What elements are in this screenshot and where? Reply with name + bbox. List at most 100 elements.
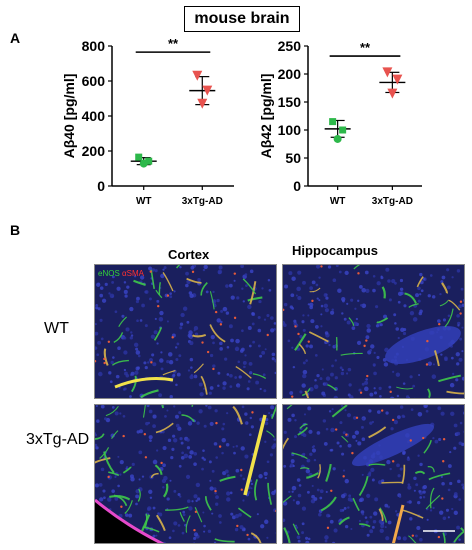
nucleus xyxy=(292,499,295,502)
nucleus xyxy=(409,517,413,521)
nucleus xyxy=(387,520,392,525)
vessel xyxy=(434,350,440,367)
nucleus xyxy=(461,376,464,381)
nucleus xyxy=(207,529,212,534)
nucleus xyxy=(218,514,222,518)
y-tick-label: 200 xyxy=(82,143,106,159)
nucleus xyxy=(99,318,103,322)
nucleus xyxy=(372,274,376,278)
nucleus xyxy=(463,318,464,320)
nucleus xyxy=(336,441,340,445)
nucleus xyxy=(461,350,464,353)
nucleus xyxy=(379,528,384,534)
vessel xyxy=(309,287,321,293)
red-signal xyxy=(95,360,97,363)
nucleus xyxy=(339,366,343,370)
nucleus xyxy=(201,456,205,460)
nucleus xyxy=(255,380,260,385)
vessel xyxy=(425,494,441,510)
nucleus xyxy=(442,516,447,521)
nucleus xyxy=(117,455,120,458)
nucleus xyxy=(152,534,156,538)
data-point xyxy=(145,157,153,165)
nucleus xyxy=(318,299,321,302)
nucleus xyxy=(419,496,422,499)
nucleus xyxy=(96,282,101,287)
nucleus xyxy=(121,314,125,318)
vessel xyxy=(381,481,404,484)
nucleus xyxy=(162,463,166,468)
vessel xyxy=(460,527,464,533)
data-point xyxy=(197,98,208,109)
nucleus xyxy=(207,405,212,410)
nucleus xyxy=(423,405,428,409)
nucleus xyxy=(357,299,360,302)
nucleus xyxy=(100,467,105,472)
red-signal xyxy=(212,367,215,371)
nucleus xyxy=(422,495,426,499)
vessel xyxy=(192,333,207,338)
nucleus xyxy=(175,423,180,428)
nucleus xyxy=(122,414,126,418)
nucleus xyxy=(214,409,218,413)
nucleus xyxy=(432,437,435,440)
nucleus xyxy=(360,510,365,514)
nucleus xyxy=(323,293,328,297)
nucleus xyxy=(211,469,215,473)
nucleus xyxy=(364,270,369,275)
nucleus xyxy=(352,416,357,420)
nucleus xyxy=(375,305,379,309)
nucleus xyxy=(458,498,462,501)
vessel xyxy=(352,497,360,512)
vessel xyxy=(306,472,319,479)
nucleus xyxy=(263,389,267,393)
nucleus xyxy=(195,499,198,503)
nucleus xyxy=(347,443,352,448)
nucleus xyxy=(354,430,360,435)
nucleus xyxy=(309,302,314,307)
nucleus xyxy=(215,502,219,506)
vessel-bright xyxy=(114,377,174,389)
y-tick-label: 0 xyxy=(293,178,301,194)
nucleus xyxy=(276,418,277,421)
data-point xyxy=(392,74,403,85)
nucleus xyxy=(115,374,120,379)
nucleus xyxy=(365,335,370,340)
micrograph-background xyxy=(95,405,276,543)
y-tick-label: 0 xyxy=(97,178,105,194)
nucleus xyxy=(450,411,455,417)
red-signal xyxy=(201,341,204,344)
micrograph-3xtg-cortex xyxy=(94,404,277,544)
nucleus xyxy=(383,362,389,367)
nucleus xyxy=(392,370,395,373)
nucleus xyxy=(365,520,369,524)
nucleus xyxy=(262,373,266,377)
y-tick-label: 200 xyxy=(278,66,302,82)
nucleus xyxy=(425,409,429,413)
nucleus xyxy=(311,484,314,487)
nucleus xyxy=(301,531,305,535)
nucleus xyxy=(316,431,321,435)
nucleus xyxy=(402,451,406,455)
vessel xyxy=(186,277,202,284)
nucleus xyxy=(148,266,153,271)
nucleus xyxy=(340,493,346,499)
nucleus xyxy=(244,354,247,357)
nucleus xyxy=(133,342,139,348)
red-signal xyxy=(233,316,237,320)
nucleus xyxy=(211,512,214,515)
nucleus xyxy=(459,421,463,425)
nucleus xyxy=(369,392,374,397)
nucleus xyxy=(129,336,133,340)
nucleus xyxy=(164,414,167,418)
nucleus xyxy=(419,293,422,296)
nucleus xyxy=(123,281,127,284)
nucleus xyxy=(232,445,235,448)
nucleus xyxy=(162,268,165,271)
nucleus xyxy=(359,284,363,289)
nucleus xyxy=(455,352,460,357)
vessel xyxy=(185,515,191,533)
nucleus xyxy=(266,460,270,464)
nucleus xyxy=(221,438,226,443)
nucleus xyxy=(95,446,99,450)
